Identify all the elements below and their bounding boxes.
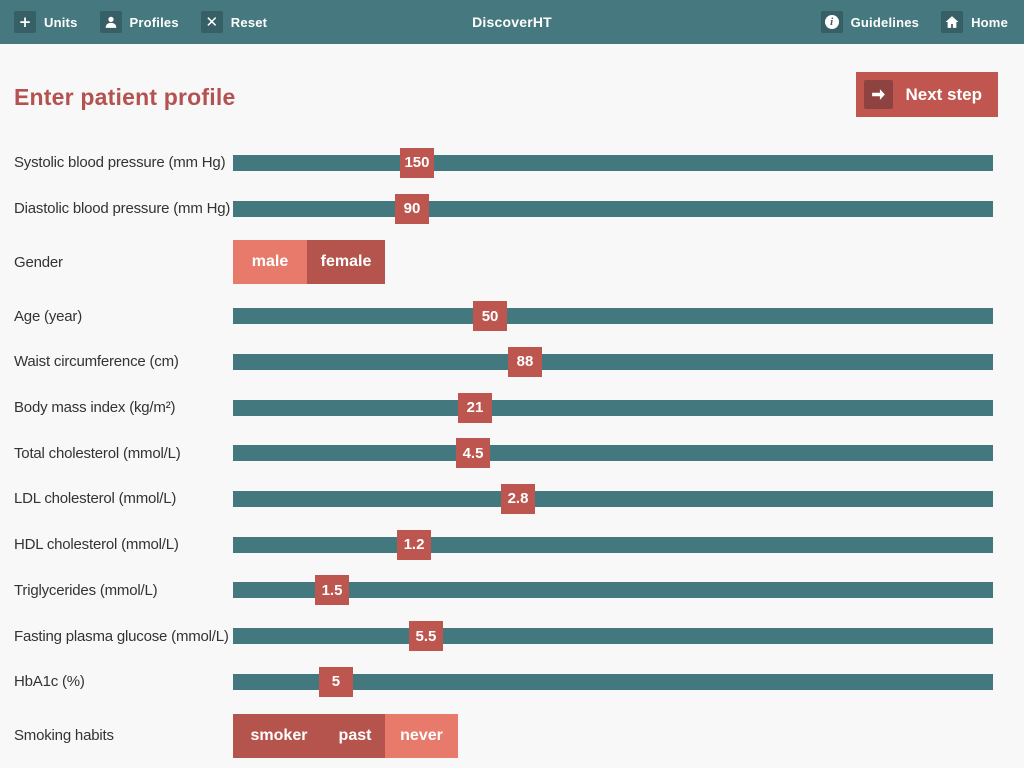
row-systolic-blood-pressure-mm-hg: Systolic blood pressure (mm Hg) 150 <box>0 140 1024 186</box>
slider-thumb[interactable]: 150 <box>399 147 434 178</box>
parameter-slider[interactable]: 1.2 <box>233 522 993 568</box>
row-total-cholesterol-mmol-l: Total cholesterol (mmol/L) 4.5 <box>0 430 1024 476</box>
parameter-label: HDL cholesterol (mmol/L) <box>14 536 179 554</box>
row-body-mass-index-kg-m: Body mass index (kg/m²) 21 <box>0 385 1024 431</box>
profiles-button[interactable]: Profiles <box>99 11 179 33</box>
topbar-right-group: i Guidelines Home <box>799 11 1008 33</box>
slider-thumb[interactable]: 21 <box>457 392 492 423</box>
units-label: Units <box>44 14 78 30</box>
row-diastolic-blood-pressure-mm-hg: Diastolic blood pressure (mm Hg) 90 <box>0 186 1024 232</box>
slider-track[interactable] <box>233 399 993 416</box>
x-icon: ✕ <box>200 11 223 33</box>
info-icon: i <box>820 11 843 33</box>
person-icon <box>99 11 122 33</box>
parameter-label: Diastolic blood pressure (mm Hg) <box>14 200 231 218</box>
row-gender: Gender male female <box>0 231 1024 293</box>
next-step-button[interactable]: Next step <box>856 72 998 117</box>
row-triglycerides-mmol-l: Triglycerides (mmol/L) 1.5 <box>0 568 1024 614</box>
topbar-left-group: + Units Profiles ✕ Reset <box>14 11 289 33</box>
parameter-slider[interactable]: 1.5 <box>233 568 993 614</box>
slider-thumb[interactable]: 1.2 <box>397 529 432 560</box>
parameter-slider[interactable]: 2.8 <box>233 476 993 522</box>
parameter-label: Fasting plasma glucose (mmol/L) <box>14 627 229 645</box>
parameter-slider[interactable]: 5.5 <box>233 613 993 659</box>
parameter-slider[interactable]: 5 <box>233 659 993 705</box>
next-step-label: Next step <box>905 84 982 104</box>
plus-icon: + <box>14 11 36 33</box>
gender-toggle: male female <box>233 240 385 285</box>
parameter-slider[interactable]: 88 <box>233 339 993 385</box>
arrow-right-icon <box>864 80 894 109</box>
row-hba1c: HbA1c (%) 5 <box>0 659 1024 705</box>
slider-thumb[interactable]: 5 <box>318 666 353 697</box>
row-hdl-cholesterol-mmol-l: HDL cholesterol (mmol/L) 1.2 <box>0 522 1024 568</box>
parameter-label: Systolic blood pressure (mm Hg) <box>14 154 226 172</box>
slider-track[interactable] <box>233 490 993 507</box>
parameter-slider[interactable]: 150 <box>233 140 993 186</box>
reset-label: Reset <box>230 14 268 30</box>
toggle-option-female[interactable]: female <box>307 240 385 285</box>
parameter-slider[interactable]: 21 <box>233 385 993 431</box>
reset-button[interactable]: ✕ Reset <box>200 11 268 33</box>
toggle-option-never[interactable]: never <box>385 713 458 758</box>
profiles-label: Profiles <box>129 14 179 30</box>
parameter-label: Smoking habits <box>14 727 114 745</box>
app-title: DiscoverHT <box>472 14 552 30</box>
parameter-label: Triglycerides (mmol/L) <box>14 581 158 599</box>
row-age-year: Age (year) 50 <box>0 293 1024 339</box>
slider-track[interactable] <box>233 673 993 690</box>
slider-thumb[interactable]: 90 <box>394 193 429 224</box>
slider-track[interactable] <box>233 154 993 171</box>
home-button[interactable]: Home <box>941 11 1008 33</box>
slider-thumb[interactable]: 2.8 <box>501 483 535 514</box>
home-label: Home <box>971 14 1008 30</box>
row-smoking-habits: Smoking habits smoker past never <box>0 705 1024 767</box>
parameter-label: Gender <box>14 253 63 271</box>
guidelines-label: Guidelines <box>850 14 920 30</box>
slider-track[interactable] <box>233 445 993 462</box>
row-waist-circumference-cm: Waist circumference (cm) 88 <box>0 339 1024 385</box>
parameter-label: Total cholesterol (mmol/L) <box>14 444 181 462</box>
slider-thumb[interactable]: 5.5 <box>408 621 443 652</box>
slider-thumb[interactable]: 50 <box>473 301 508 332</box>
parameter-label: Waist circumference (cm) <box>14 353 179 371</box>
slider-thumb[interactable]: 4.5 <box>456 438 490 469</box>
toggle-option-smoker[interactable]: smoker <box>233 713 325 758</box>
page-title: Enter patient profile <box>14 84 236 110</box>
slider-track[interactable] <box>233 200 993 217</box>
home-icon <box>941 11 964 33</box>
parameter-label: LDL cholesterol (mmol/L) <box>14 490 177 508</box>
main-content: Enter patient profile Next step Systolic… <box>0 44 1024 767</box>
slider-track[interactable] <box>233 628 993 645</box>
slider-track[interactable] <box>233 353 993 370</box>
row-fasting-plasma-glucose-mmol-l: Fasting plasma glucose (mmol/L) 5.5 <box>0 613 1024 659</box>
slider-track[interactable] <box>233 308 993 325</box>
profile-rows: Systolic blood pressure (mm Hg) 150 Diasto… <box>0 140 1024 767</box>
top-navigation-bar: + Units Profiles ✕ Reset DiscoverHT i Gu… <box>0 0 1024 44</box>
parameter-label: Body mass index (kg/m²) <box>14 399 176 417</box>
parameter-label: HbA1c (%) <box>14 673 85 691</box>
parameter-slider[interactable]: 90 <box>233 186 993 232</box>
slider-thumb[interactable]: 88 <box>507 346 542 377</box>
row-ldl-cholesterol-mmol-l: LDL cholesterol (mmol/L) 2.8 <box>0 476 1024 522</box>
parameter-label: Age (year) <box>14 307 83 325</box>
parameter-slider[interactable]: 4.5 <box>233 430 993 476</box>
slider-thumb[interactable]: 1.5 <box>315 575 350 606</box>
slider-track[interactable] <box>233 582 993 599</box>
slider-track[interactable] <box>233 536 993 553</box>
smoking-habits-toggle: smoker past never <box>233 713 458 758</box>
toggle-option-male[interactable]: male <box>233 240 307 285</box>
guidelines-button[interactable]: i Guidelines <box>820 11 920 33</box>
toggle-option-past[interactable]: past <box>325 713 385 758</box>
parameter-slider[interactable]: 50 <box>233 293 993 339</box>
units-button[interactable]: + Units <box>14 11 78 33</box>
